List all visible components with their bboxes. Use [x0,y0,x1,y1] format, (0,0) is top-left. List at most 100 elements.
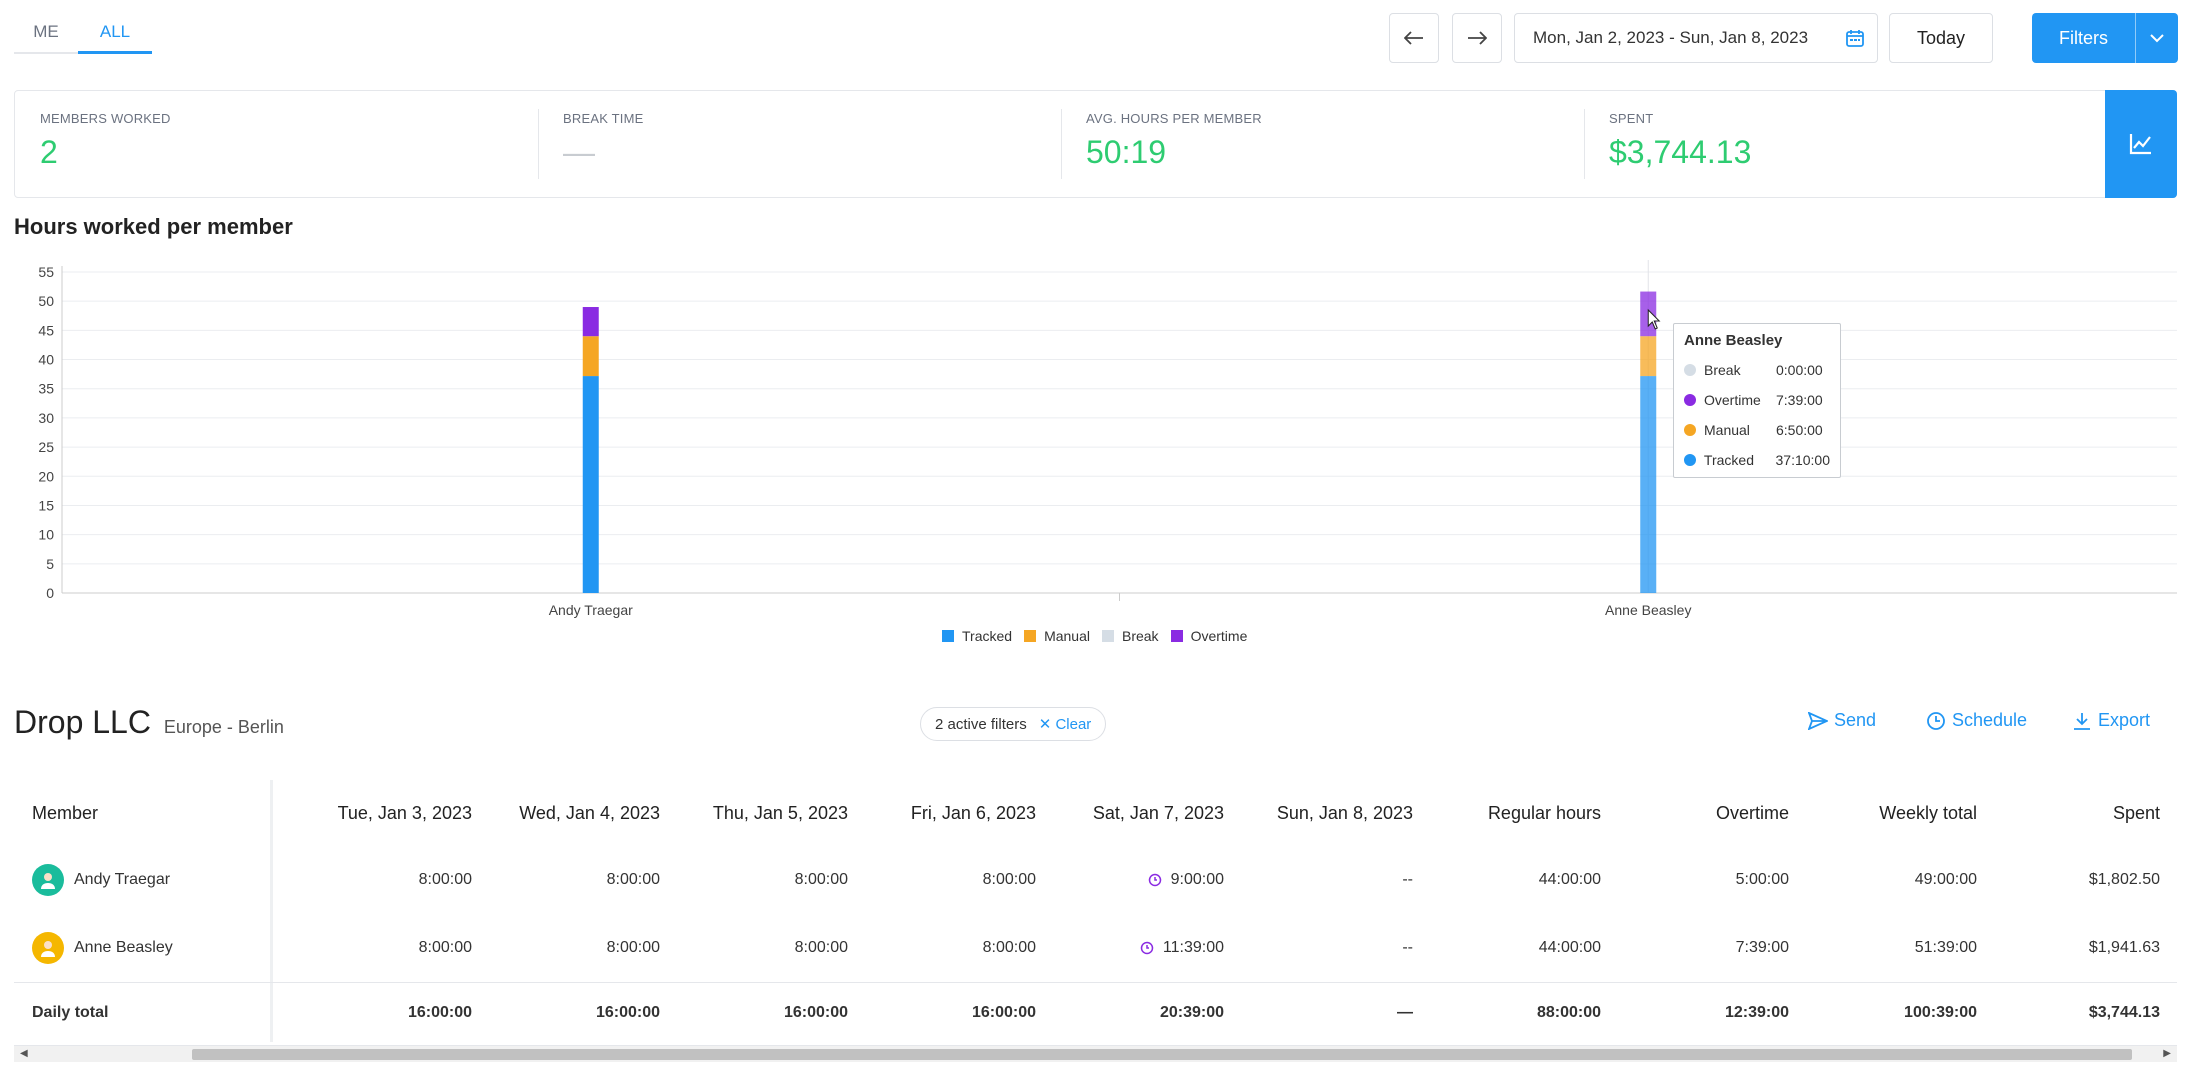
tooltip-row-value: 7:39:00 [1776,392,1823,408]
send-button[interactable]: Send [1808,710,1876,731]
stat-avg-hours: AVG. HOURS PER MEMBER 50:19 [1061,91,1584,197]
line-chart-icon [2129,134,2151,155]
arrow-right-icon [1468,31,1487,45]
tab-all[interactable]: ALL [78,10,152,54]
next-week-button[interactable] [1452,13,1502,63]
mouse-cursor-icon [1647,308,1661,330]
horizontal-scrollbar[interactable]: ◀ ▶ [14,1045,2177,1062]
table-cell: 8:00:00 [418,939,472,956]
scroll-left-icon[interactable]: ◀ [20,1048,28,1059]
previous-week-button[interactable] [1389,13,1439,63]
tooltip-row-value: 6:50:00 [1776,422,1823,438]
export-button[interactable]: Export [2072,710,2150,731]
stat-label: AVG. HOURS PER MEMBER [1086,111,1262,126]
date-range-picker[interactable]: Mon, Jan 2, 2023 - Sun, Jan 8, 2023 [1514,13,1878,63]
header-cell[interactable]: Wed, Jan 4, 2023 [519,802,660,823]
legend-label: Manual [1044,628,1090,644]
legend-item-manual[interactable]: Manual [1024,628,1090,644]
x-tick-label: Andy Traegar [549,602,633,618]
y-tick-label: 45 [38,322,54,338]
header-member[interactable]: Member [32,802,99,823]
tooltip-row-name: Break [1704,362,1741,378]
legend-item-overtime[interactable]: Overtime [1170,628,1248,644]
tooltip-row-tracked: Tracked 37:10:00 [1684,445,1830,475]
stat-label: BREAK TIME [563,111,644,126]
y-tick-label: 0 [46,585,54,601]
total-cell: 16:00:00 [595,1003,660,1021]
schedule-button[interactable]: Schedule [1926,710,2027,731]
table-cell: 8:00:00 [418,871,472,888]
tooltip-title: Anne Beasley [1684,332,1783,349]
header-cell[interactable]: Weekly total [1879,802,1977,823]
y-tick-label: 15 [38,497,54,513]
bar-overtime [582,307,599,337]
stat-break-time: BREAK TIME — [538,91,1061,197]
today-button[interactable]: Today [1889,13,1993,63]
stat-value: 50:19 [1086,134,1167,170]
header-cell[interactable]: Regular hours [1487,802,1601,823]
clear-filters-button[interactable]: ✕ Clear [1039,715,1092,733]
y-tick-label: 10 [38,527,54,543]
filters-label[interactable]: Filters [2032,13,2136,63]
y-tick-label: 40 [38,352,54,368]
member-cell[interactable]: Andy Traegar [32,864,170,896]
header-cell[interactable]: Thu, Jan 5, 2023 [712,802,848,823]
legend-item-break[interactable]: Break [1101,628,1159,644]
total-cell: 100:39:00 [1904,1003,1977,1021]
column-divider [270,780,273,1042]
total-label: Daily total [32,1003,109,1021]
arrow-left-icon [1404,31,1423,45]
manual-dot-icon [1684,424,1696,436]
active-filters-pill: 2 active filters ✕ Clear [920,707,1107,741]
chart-title: Hours worked per member [14,214,293,239]
chart-legend: Tracked Manual Break Overtime [942,628,1259,644]
hours-chart: 0 5 10 15 20 25 30 35 40 45 50 55 Andy Traegar Anne B… [38,260,2177,618]
tab-me[interactable]: ME [33,22,59,41]
total-cell: 16:00:00 [407,1003,472,1021]
chart-tooltip: Anne Beasley Break 0:00:00 Overtime 7:39… [1673,323,1841,478]
active-filters-text: 2 active filters [935,715,1027,733]
header-cell[interactable]: Tue, Jan 3, 2023 [337,802,472,823]
tooltip-row-name: Manual [1704,422,1750,438]
filters-button[interactable]: Filters [2032,13,2178,63]
table-cell: 5:00:00 [1735,871,1789,888]
header-cell[interactable]: Fri, Jan 6, 2023 [910,802,1036,823]
table-cell: 8:00:00 [982,871,1036,888]
close-icon: ✕ [1038,716,1052,733]
member-cell[interactable]: Anne Beasley [32,932,173,964]
table-row: Anne Beasley 8:00:00 8:00:00 8:00:00 8:0… [14,914,2177,982]
schedule-label: Schedule [1952,710,2028,730]
header-cell[interactable]: Sat, Jan 7, 2023 [1092,802,1224,823]
table-cell-overtime: 9:00:00 [1148,871,1224,889]
header-cell[interactable]: Spent [2112,802,2160,823]
bar-manual [1640,336,1657,377]
filters-dropdown-toggle[interactable] [2136,13,2178,63]
tooltip-row-overtime: Overtime 7:39:00 [1684,385,1830,415]
toggle-chart-button[interactable] [2105,90,2177,198]
y-tick-label: 20 [38,468,54,484]
tooltip-row-value: 0:00:00 [1776,362,1823,378]
person-icon [41,873,55,889]
y-tick-label: 55 [38,264,54,280]
table-cell: $1,941.63 [2088,939,2160,956]
header-cell[interactable]: Sun, Jan 8, 2023 [1276,802,1413,823]
bar-manual [582,336,599,377]
scrollbar-thumb[interactable] [192,1049,2132,1060]
header-cell[interactable]: Overtime [1715,802,1789,823]
table-cell: 8:00:00 [606,871,660,888]
tooltip-row-manual: Manual 6:50:00 [1684,415,1830,445]
overtime-clock-icon [1148,873,1162,887]
scroll-right-icon[interactable]: ▶ [2163,1048,2171,1059]
table-cell-overtime: 11:39:00 [1140,939,1224,957]
table-total-row: Daily total 16:00:00 16:00:00 16:00:00 1… [14,982,2177,1042]
timesheet-table: Member Tue, Jan 3, 2023 Wed, Jan 4, 2023… [14,780,2177,1042]
avatar [32,932,64,964]
legend-item-tracked[interactable]: Tracked [942,628,1012,644]
legend-label: Overtime [1190,628,1248,644]
person-icon [41,941,55,957]
table-cell: 8:00:00 [606,939,660,956]
table-cell: $1,802.50 [2088,871,2160,888]
legend-label: Tracked [962,628,1013,644]
overtime-dot-icon [1684,394,1696,406]
table-cell: 49:00:00 [1914,871,1977,888]
